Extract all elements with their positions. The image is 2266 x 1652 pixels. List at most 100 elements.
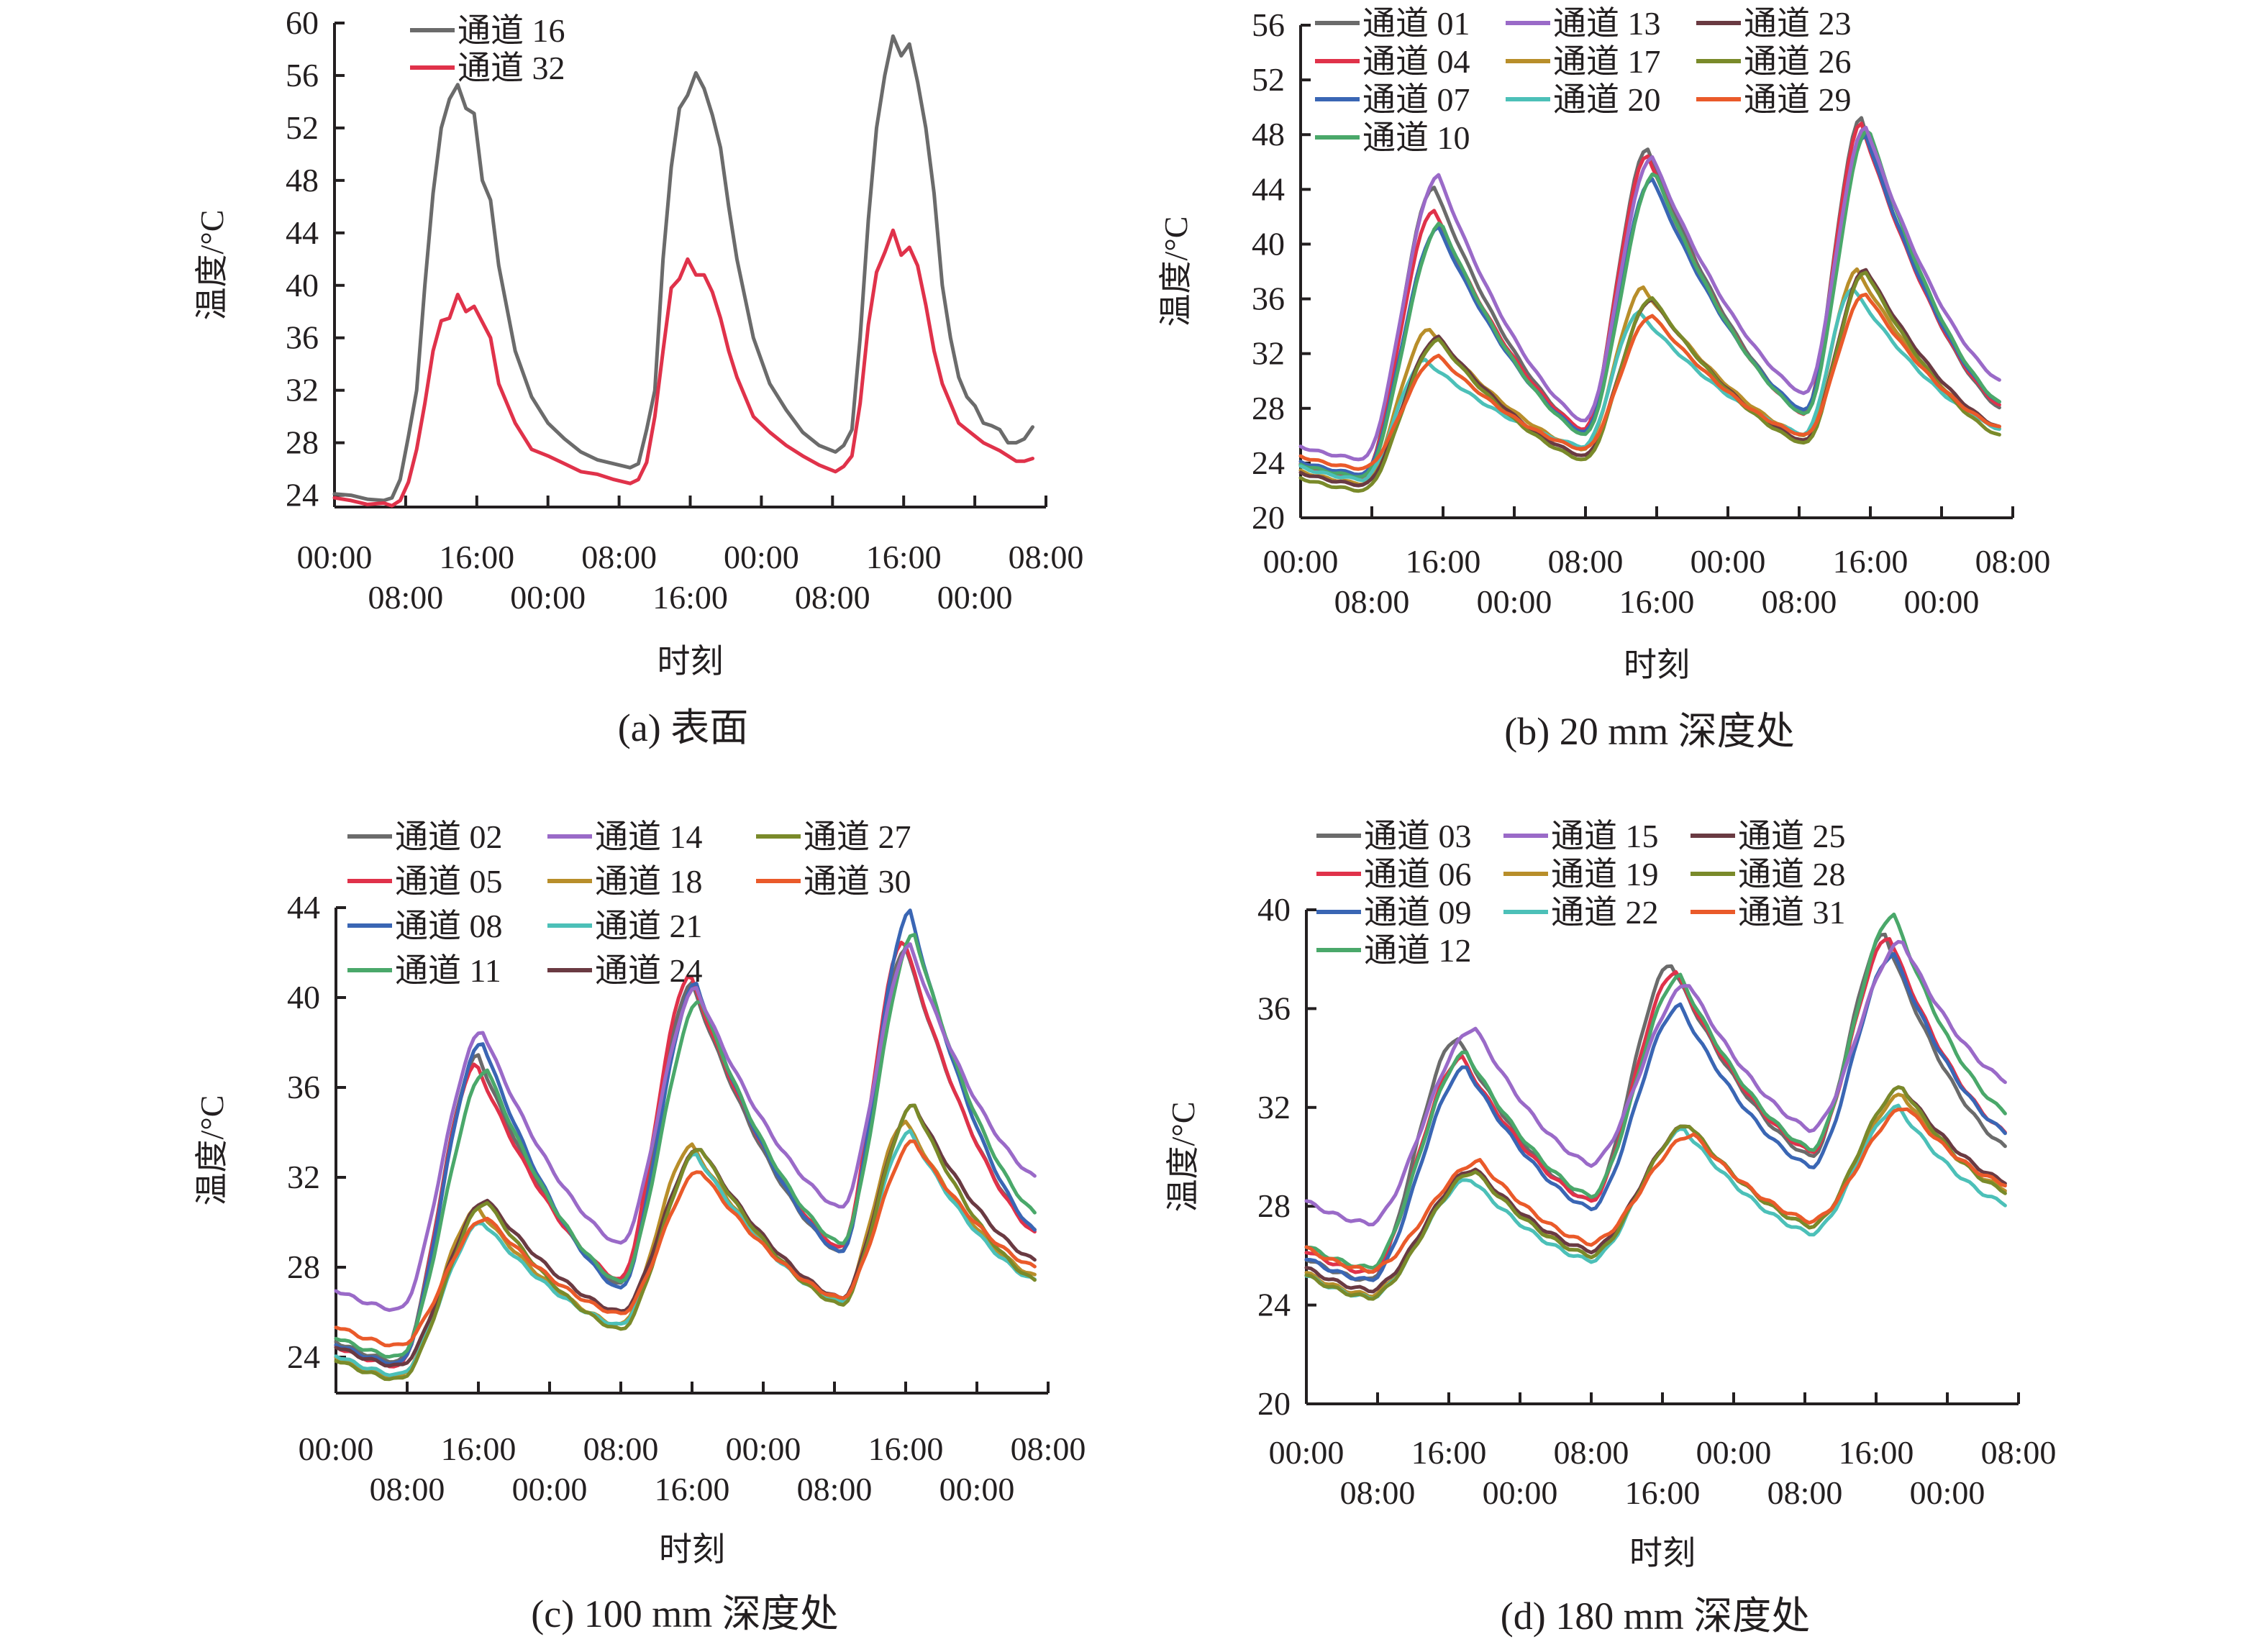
legend-label: 通道 21 [595,908,703,944]
chart-caption: (a) 表面 [618,706,748,749]
x-tick-label: 00:00 [512,1471,588,1507]
legend-label: 通道 02 [395,818,503,855]
legend-label: 通道 10 [1362,119,1470,156]
y-tick-label: 56 [1252,6,1285,43]
y-tick-label: 28 [286,424,319,461]
x-tick-label: 08:00 [583,1430,659,1467]
y-tick-label: 44 [1252,170,1285,207]
legend-item: 通道 27 [756,818,911,855]
x-tick-label: 16:00 [1625,1474,1701,1511]
x-tick-label: 16:00 [439,539,514,575]
x-tick-label: 08:00 [795,579,870,616]
y-axis-title: 温度/°C [1157,216,1194,327]
legend-label: 通道 14 [595,818,703,855]
series-line-通道-24 [334,1103,1037,1368]
legend-item: 通道 03 [1316,818,1472,854]
legend-item: 通道 15 [1503,818,1659,854]
series-line-通道-11 [334,933,1037,1359]
x-tick-label: 00:00 [1691,543,1766,580]
chart-panel-c: 24 28 32 36 40 44 00:00 16:00 08:00 00:00 16:00 08:… [194,818,1086,1635]
y-tick-label: 36 [287,1069,320,1105]
legend-item: 通道 02 [347,818,503,855]
x-tick-label: 16:00 [1411,1434,1487,1471]
x-tick-label: 16:00 [1839,1434,1914,1471]
legend-item: 通道 30 [756,863,911,900]
y-tick-label: 36 [286,319,319,356]
series-line-通道-15 [1304,939,2007,1227]
legend-label: 通道 17 [1553,43,1661,80]
series-line-通道-09 [1304,952,2007,1282]
y-tick-label: 48 [286,162,319,198]
y-tick-label: 56 [286,57,319,93]
legend-label: 通道 03 [1364,818,1472,854]
y-tick-label: 32 [286,372,319,409]
x-tick-label: 00:00 [1904,583,1980,620]
legend-item: 通道 11 [347,952,501,989]
legend-item: 通道 08 [347,908,503,944]
y-tick-label: 40 [287,979,320,1016]
legend-item: 通道 23 [1696,5,1852,42]
legend-item: 通道 04 [1315,43,1470,80]
x-tick-label: 16:00 [866,539,942,575]
series-line-通道-31 [1304,1107,2007,1274]
x-tick-label: 16:00 [1833,543,1908,580]
legend-label: 通道 25 [1738,818,1846,854]
x-tick-label: 16:00 [652,579,728,616]
legend-item: 通道 26 [1696,43,1852,80]
legend-label: 通道 16 [458,12,565,49]
legend-item: 通道 16 [410,12,565,49]
legend-item: 通道 18 [547,863,703,900]
x-tick-label: 08:00 [370,1471,445,1507]
y-tick-label: 40 [286,267,319,304]
legend-label: 通道 31 [1738,894,1846,931]
legend-label: 通道 08 [395,908,503,944]
x-tick-label: 00:00 [1477,583,1552,620]
legend-label: 通道 26 [1744,43,1852,80]
chart-caption: (b) 20 mm 深度处 [1504,710,1794,753]
x-tick-label: 00:00 [1483,1474,1558,1511]
y-tick-label: 24 [286,477,319,514]
x-axis-title: 时刻 [1624,647,1690,683]
legend-item: 通道 12 [1316,932,1472,969]
legend-label: 通道 06 [1364,856,1472,893]
y-tick-label: 28 [287,1249,320,1285]
y-tick-label: 32 [287,1159,320,1195]
legend-label: 通道 12 [1364,932,1472,969]
y-tick-label: 60 [286,4,319,41]
x-tick-label: 00:00 [1263,543,1339,580]
x-tick-label: 00:00 [726,1430,801,1467]
legend-item: 通道 22 [1503,894,1659,931]
x-tick-label: 16:00 [655,1471,730,1507]
legend-label: 通道 23 [1744,5,1852,42]
y-tick-label: 48 [1252,116,1285,152]
x-tick-label: 08:00 [1548,543,1624,580]
x-tick-label: 08:00 [1762,583,1837,620]
legend-label: 通道 30 [804,863,911,900]
legend-item: 通道 25 [1691,818,1846,854]
legend-label: 通道 20 [1553,81,1661,118]
legend-label: 通道 24 [595,952,703,989]
x-tick-label: 00:00 [1910,1474,1985,1511]
y-tick-label: 52 [1252,61,1285,98]
legend-item: 通道 14 [547,818,703,855]
x-tick-label: 08:00 [1340,1474,1416,1511]
legend-label: 通道 19 [1551,856,1659,893]
legend-item: 通道 05 [347,863,503,900]
legend-label: 通道 01 [1362,5,1470,42]
x-tick-label: 00:00 [939,1471,1015,1507]
x-tick-label: 08:00 [368,579,444,616]
legend-item: 通道 32 [410,50,565,86]
legend-label: 通道 09 [1364,894,1472,931]
legend-label: 通道 11 [395,952,501,989]
x-tick-label: 00:00 [724,539,799,575]
y-tick-label: 40 [1252,225,1285,262]
legend-label: 通道 05 [395,863,503,900]
series-line-通道-22 [1304,1103,2007,1301]
legend-item: 通道 17 [1506,43,1661,80]
legend-label: 通道 29 [1744,81,1852,118]
x-tick-label: 08:00 [1981,1434,2057,1471]
chart-caption: (d) 180 mm 深度处 [1501,1594,1810,1638]
x-tick-label: 08:00 [1011,1430,1086,1467]
